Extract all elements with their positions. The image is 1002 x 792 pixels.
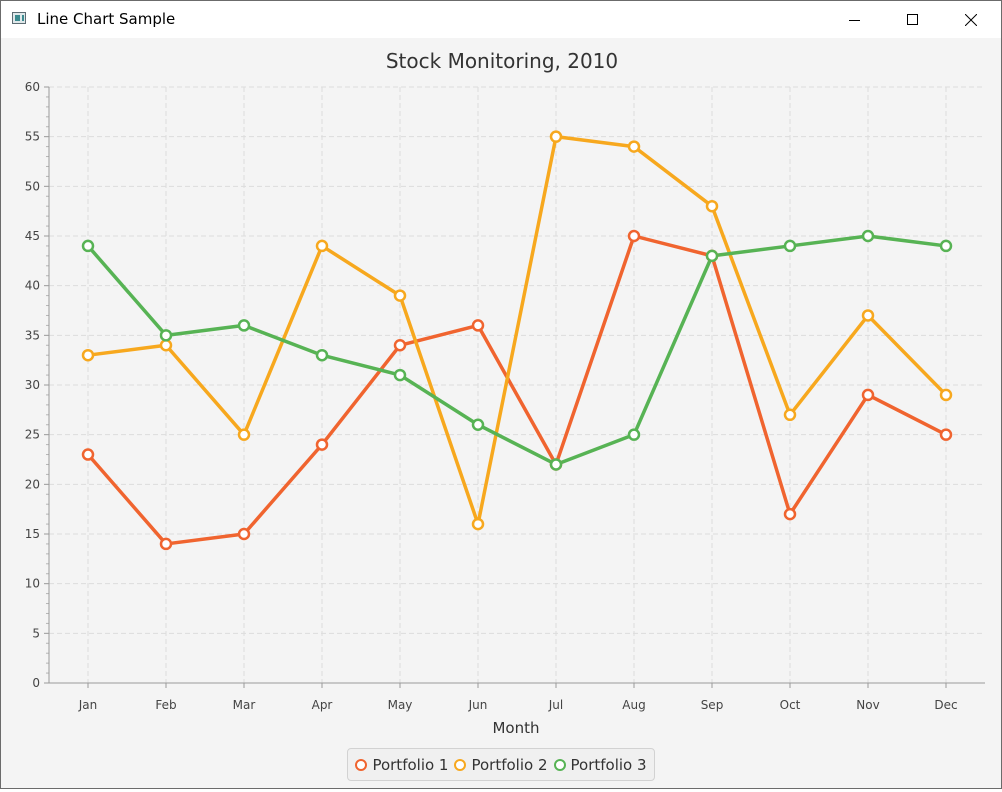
- x-tick-label: Jul: [548, 698, 563, 712]
- y-tick-label: 25: [25, 428, 40, 442]
- x-axis-label: Month: [492, 719, 539, 737]
- maximize-icon: [907, 13, 918, 25]
- series-line-3: [86, 234, 947, 467]
- legend-item-series-3: Portfolio 3: [553, 755, 647, 774]
- x-tick-label: Dec: [934, 698, 957, 712]
- x-tick-label: Mar: [233, 698, 256, 712]
- line-chart: Stock Monitoring, 2010 0 5 10 15 20 25 30 35 40 4…: [25, 49, 985, 737]
- maximize-button[interactable]: [884, 1, 942, 38]
- data-point-series-2[interactable]: [861, 309, 875, 322]
- data-point-series-3[interactable]: [549, 458, 563, 471]
- y-tick-label: 10: [25, 577, 40, 591]
- data-point-series-1[interactable]: [81, 448, 95, 461]
- y-tick-label: 55: [25, 130, 40, 144]
- data-point-series-3[interactable]: [393, 368, 407, 382]
- legend-marker-icon: [454, 758, 467, 771]
- data-point-series-1[interactable]: [315, 438, 329, 451]
- chart-title: Stock Monitoring, 2010: [386, 49, 618, 73]
- chart-grid: [49, 86, 985, 683]
- data-point-series-3[interactable]: [81, 239, 95, 253]
- data-point-series-1[interactable]: [861, 388, 875, 402]
- x-tick-label: Jun: [468, 698, 488, 712]
- y-tick-label: 45: [25, 229, 40, 243]
- x-tick-label: Aug: [622, 698, 645, 712]
- close-icon: [965, 13, 977, 26]
- data-point-series-1[interactable]: [939, 428, 953, 441]
- data-point-series-1[interactable]: [471, 319, 485, 332]
- y-tick-label: 0: [32, 676, 40, 690]
- y-tick-label: 15: [25, 527, 40, 541]
- data-point-series-1[interactable]: [393, 339, 407, 352]
- x-tick-label: Jan: [78, 698, 98, 712]
- legend-marker-icon: [355, 758, 368, 771]
- legend-item-series-1: Portfolio 1: [355, 756, 448, 774]
- y-tick-label: 60: [25, 80, 40, 94]
- close-button[interactable]: [942, 1, 1000, 38]
- x-tick-label: Oct: [780, 698, 801, 712]
- data-point-series-2[interactable]: [549, 130, 563, 143]
- legend-item-series-2: Portfolio 2: [454, 755, 548, 774]
- data-point-series-3[interactable]: [861, 229, 875, 243]
- window-title: Line Chart Sample: [37, 10, 176, 28]
- y-tick-label: 35: [25, 328, 40, 342]
- data-point-series-2[interactable]: [783, 408, 797, 422]
- data-point-series-3[interactable]: [939, 239, 953, 253]
- x-tick-label: May: [388, 698, 413, 712]
- chart-area: Stock Monitoring, 2010 0 5 10 15 20 25 30 35 40 4…: [1, 38, 1001, 788]
- x-tick-label: Apr: [312, 698, 333, 712]
- data-point-series-2[interactable]: [393, 289, 407, 302]
- data-point-series-2[interactable]: [315, 239, 329, 253]
- legend-label: Portfolio 1: [372, 755, 449, 774]
- legend-label: Portfolio 3: [570, 755, 647, 774]
- data-point-series-3[interactable]: [159, 329, 173, 342]
- data-point-series-1[interactable]: [237, 527, 251, 541]
- legend-marker-icon: [553, 758, 566, 771]
- minimize-button[interactable]: [826, 1, 884, 38]
- data-point-series-2[interactable]: [627, 140, 641, 153]
- data-point-series-3[interactable]: [315, 348, 329, 362]
- x-tick-label: Nov: [856, 698, 879, 712]
- y-tick-label: 50: [25, 179, 40, 193]
- x-tick-label: Sep: [701, 698, 724, 712]
- data-point-series-1[interactable]: [159, 537, 173, 551]
- data-point-series-3[interactable]: [783, 239, 797, 253]
- y-tick-label: 30: [25, 378, 40, 392]
- title-bar[interactable]: Line Chart Sample: [1, 1, 1001, 38]
- y-tick-label: 40: [25, 279, 40, 293]
- data-point-series-2[interactable]: [939, 388, 953, 402]
- data-point-series-3[interactable]: [705, 249, 719, 263]
- data-point-series-2[interactable]: [471, 517, 485, 531]
- minimize-icon: [849, 19, 860, 21]
- data-point-series-1[interactable]: [627, 229, 641, 243]
- chart-legend: Portfolio 1 Portfolio 2 Portfolio 3: [347, 748, 655, 781]
- data-point-series-3[interactable]: [237, 319, 251, 332]
- chart-axes: 0 5 10 15 20 25 30 35 40 45 50 55 60 Jan Feb Mar Apr May J…: [25, 80, 985, 712]
- series-line-2: [87, 134, 948, 526]
- app-window-icon: [12, 12, 26, 24]
- legend-label: Portfolio 2: [471, 755, 548, 774]
- data-point-series-2[interactable]: [237, 428, 251, 441]
- y-tick-label: 5: [32, 626, 40, 640]
- data-point-series-3[interactable]: [627, 428, 641, 441]
- x-tick-label: Feb: [155, 698, 176, 712]
- data-point-series-3[interactable]: [471, 418, 485, 431]
- data-point-series-2[interactable]: [705, 199, 719, 213]
- chart-series: [81, 130, 953, 551]
- data-point-series-2[interactable]: [81, 348, 95, 362]
- y-tick-label: 20: [25, 477, 40, 491]
- data-point-series-1[interactable]: [783, 507, 797, 521]
- series-line-1: [86, 234, 947, 546]
- data-point-series-2[interactable]: [159, 339, 173, 352]
